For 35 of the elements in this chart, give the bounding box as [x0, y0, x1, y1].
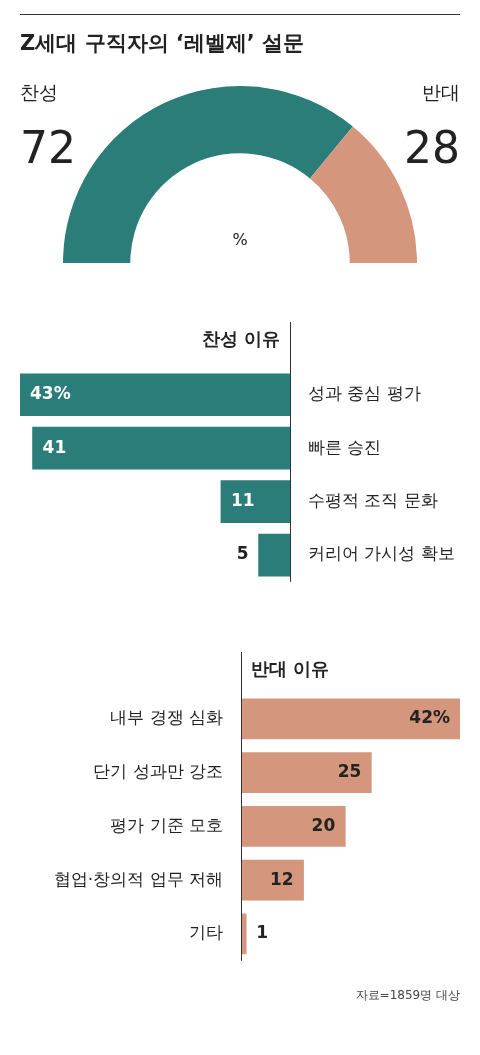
- y-tick-label: 빠른 승진: [308, 436, 382, 457]
- data-label: 12: [269, 868, 294, 889]
- chart-title: 반대 이유: [251, 657, 330, 679]
- data-label: 41: [42, 436, 67, 457]
- text: 자료=1859명 대상: [354, 987, 460, 1004]
- bar: [241, 698, 460, 740]
- data-label: 28: [404, 122, 460, 173]
- slice-label: 반대: [422, 81, 460, 103]
- bar: [20, 373, 290, 417]
- slice-label: 찬성: [20, 81, 58, 103]
- y-tick-label: 내부 경쟁 심화: [110, 707, 223, 728]
- data-label: 25: [337, 761, 362, 782]
- y-tick-label: 성과 중심 평가: [308, 383, 421, 404]
- data-label: 1: [256, 922, 269, 943]
- y-tick-label: 수평적 조직 문화: [308, 490, 438, 511]
- chart-title: Z세대 구직자의 ‘레벨제’ 설문: [20, 30, 306, 57]
- text: %: [232, 230, 248, 249]
- bar: [241, 859, 304, 901]
- data-label: 43%: [30, 383, 71, 404]
- data-label: 42%: [409, 707, 450, 728]
- data-label: 20: [311, 814, 336, 835]
- bar: [241, 806, 346, 847]
- chart-title: 찬성 이유: [201, 327, 280, 349]
- bar: [258, 533, 290, 577]
- data-label: 11: [230, 490, 255, 511]
- y-tick-label: 협업·창의적 업무 저해: [53, 868, 223, 889]
- y-tick-label: 평가 기준 모호: [110, 814, 223, 835]
- data-label: 72: [20, 122, 76, 173]
- y-tick-label: 단기 성과만 강조: [93, 761, 223, 782]
- data-label: 5: [236, 543, 249, 564]
- bar: [241, 752, 372, 793]
- y-tick-label: 기타: [189, 922, 223, 943]
- y-tick-label: 커리어 가시성 확보: [308, 543, 455, 564]
- bar: [220, 480, 290, 523]
- bar: [32, 426, 290, 470]
